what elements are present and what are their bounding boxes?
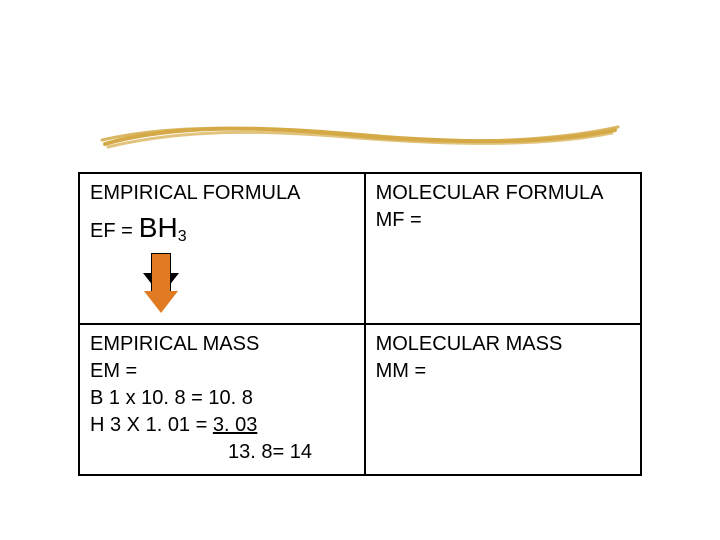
molecular-mass-title: MOLECULAR MASS [376,331,630,358]
cell-molecular-mass: MOLECULAR MASS MM = [366,325,640,474]
ef-prefix: EF = [90,218,133,245]
mm-prefix: MM = [376,358,630,385]
molecular-formula-title: MOLECULAR FORMULA [376,180,630,207]
formula-table: EMPIRICAL FORMULA EF = BH3 MOLECULAR FOR… [78,172,642,476]
em-h-prefix: H 3 X 1. 01 = [90,414,213,436]
em-boron-line: B 1 x 10. 8 = 10. 8 [90,385,354,412]
em-h-value: 3. 03 [213,414,257,436]
cell-molecular-formula: MOLECULAR FORMULA MF = [366,174,640,323]
ef-value-line: EF = BH3 [90,209,354,247]
em-prefix: EM = [90,358,354,385]
empirical-formula-title: EMPIRICAL FORMULA [90,180,354,207]
table-row: EMPIRICAL FORMULA EF = BH3 MOLECULAR FOR… [80,174,640,323]
formula-base: BH [139,212,178,243]
empirical-mass-title: EMPIRICAL MASS [90,331,354,358]
table-row: EMPIRICAL MASS EM = B 1 x 10. 8 = 10. 8 … [80,323,640,474]
down-arrow-icon [144,253,354,315]
em-sum-line: 13. 8= 14 [228,439,354,466]
formula-subscript: 3 [178,228,187,245]
cell-empirical-mass: EMPIRICAL MASS EM = B 1 x 10. 8 = 10. 8 … [80,325,366,474]
cell-empirical-formula: EMPIRICAL FORMULA EF = BH3 [80,174,366,323]
mf-prefix: MF = [376,207,630,234]
decorative-swoosh [100,120,620,150]
ef-formula: BH3 [139,209,187,247]
em-hydrogen-line: H 3 X 1. 01 = 3. 03 [90,412,354,439]
